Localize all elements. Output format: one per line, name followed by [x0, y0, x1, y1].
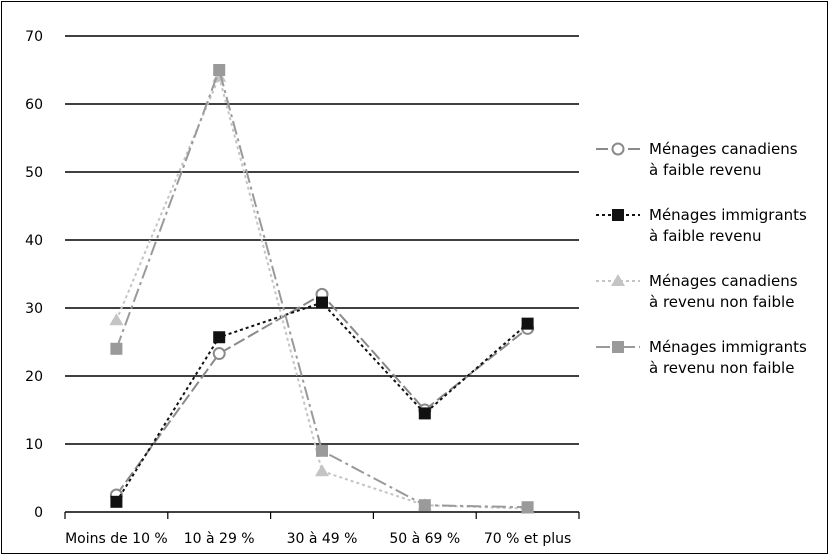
x-tick-label: 10 à 29 % — [184, 531, 255, 547]
x-tick-label: 70 % et plus — [484, 531, 572, 547]
legend-swatch-marker — [611, 274, 625, 286]
data-point — [521, 317, 534, 330]
data-point — [213, 331, 226, 344]
legend-label: Ménages immigrants — [649, 206, 807, 224]
series-4 — [110, 64, 534, 514]
legend-swatch-marker — [611, 142, 625, 156]
y-tick-label: 70 — [25, 29, 43, 45]
y-axis: 0 10 20 30 40 50 60 70 — [25, 29, 43, 521]
x-tick-label: 50 à 69 % — [389, 531, 460, 547]
legend-label: Ménages immigrants — [649, 338, 807, 356]
y-tick-label: 10 — [25, 437, 43, 453]
legend-label: à faible revenu — [649, 227, 761, 245]
legend-item-1: Ménages canadiens à faible revenu — [596, 140, 798, 179]
series-2 — [110, 296, 534, 508]
y-tick-label: 20 — [25, 369, 43, 385]
legend-label: à revenu non faible — [649, 359, 794, 377]
series-layer — [109, 64, 535, 514]
y-tick-label: 50 — [25, 165, 43, 181]
legend-label: Ménages canadiens — [649, 272, 798, 290]
y-tick-label: 30 — [25, 301, 43, 317]
data-point — [110, 342, 123, 355]
data-point — [212, 347, 226, 361]
legend-label: à faible revenu — [649, 161, 761, 179]
series-line — [115, 75, 528, 510]
data-point — [316, 444, 328, 457]
y-tick-label: 60 — [25, 97, 43, 113]
data-point — [315, 464, 329, 477]
data-point — [521, 501, 534, 514]
legend-label: Ménages canadiens — [649, 140, 798, 158]
y-tick-label: 40 — [25, 233, 43, 249]
legend-item-2: Ménages immigrants à faible revenu — [596, 206, 807, 245]
data-point — [316, 296, 328, 309]
x-axis: Moins de 10 % 10 à 29 % 30 à 49 % 50 à 69 %… — [64, 512, 580, 547]
legend-item-4: Ménages immigrants à revenu non faible — [596, 338, 807, 377]
y-tick-label: 0 — [34, 505, 43, 521]
x-tick-label: 30 à 49 % — [287, 531, 358, 547]
data-point — [109, 313, 124, 326]
gridlines — [65, 35, 579, 513]
data-point — [213, 64, 226, 76]
legend-label: à revenu non faible — [649, 293, 794, 311]
legend-swatch-marker — [612, 209, 624, 221]
legend-swatch-marker — [612, 341, 624, 353]
data-point — [110, 495, 123, 508]
legend-item-3: Ménages canadiens à revenu non faible — [596, 272, 798, 311]
data-point — [418, 499, 431, 512]
data-point — [418, 407, 431, 420]
x-tick-label: Moins de 10 % — [65, 531, 168, 547]
